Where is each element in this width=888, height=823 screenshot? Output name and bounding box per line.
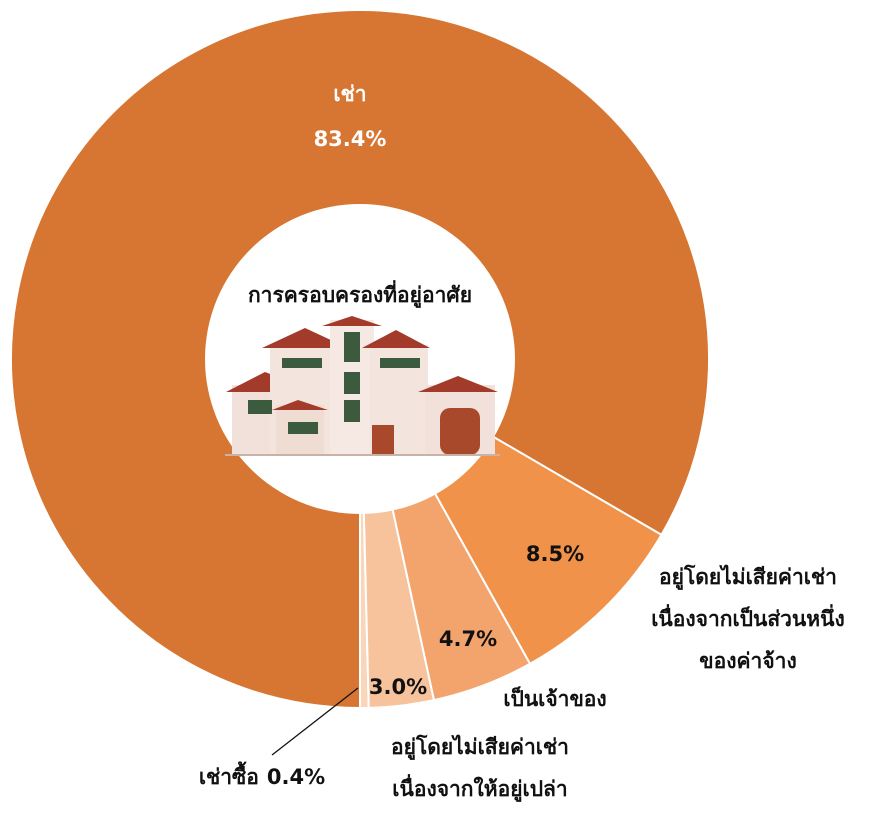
house-icon xyxy=(225,316,500,456)
small-slice-label: เช่าซื้อ 0.4% xyxy=(199,761,325,789)
value-label: 4.7% xyxy=(439,627,497,651)
label-line: เนื่องจากเป็นส่วนหนึ่ง xyxy=(651,603,845,631)
category-label: เป็นเจ้าของ xyxy=(503,685,606,711)
label-line: อยู่โดยไม่เสียค่าเช่า xyxy=(391,734,569,761)
label-line: เนื่องจากให้อยู่เปล่า xyxy=(392,773,567,803)
category-label: เช่า xyxy=(333,82,366,106)
chart-title: การครอบครองที่อยู่อาศัย xyxy=(248,279,472,309)
category-label: อยู่โดยไม่เสียค่าเช่าเนื่องจากเป็นส่วนหน… xyxy=(651,564,845,673)
label-line: เป็นเจ้าของ xyxy=(503,685,606,711)
value-label: 8.5% xyxy=(526,542,584,566)
label-line: เช่า xyxy=(333,82,366,106)
label-line: ของค่าจ้าง xyxy=(699,649,796,673)
value-label: 83.4% xyxy=(314,127,387,151)
category-label: อยู่โดยไม่เสียค่าเช่าเนื่องจากให้อยู่เปล… xyxy=(391,734,569,803)
leader-line xyxy=(271,687,359,756)
label-part: 0.4% xyxy=(267,765,325,789)
value-label: 3.0% xyxy=(369,675,427,699)
label-line: อยู่โดยไม่เสียค่าเช่า xyxy=(659,564,837,591)
label-part: เช่าซื้อ xyxy=(199,761,259,789)
